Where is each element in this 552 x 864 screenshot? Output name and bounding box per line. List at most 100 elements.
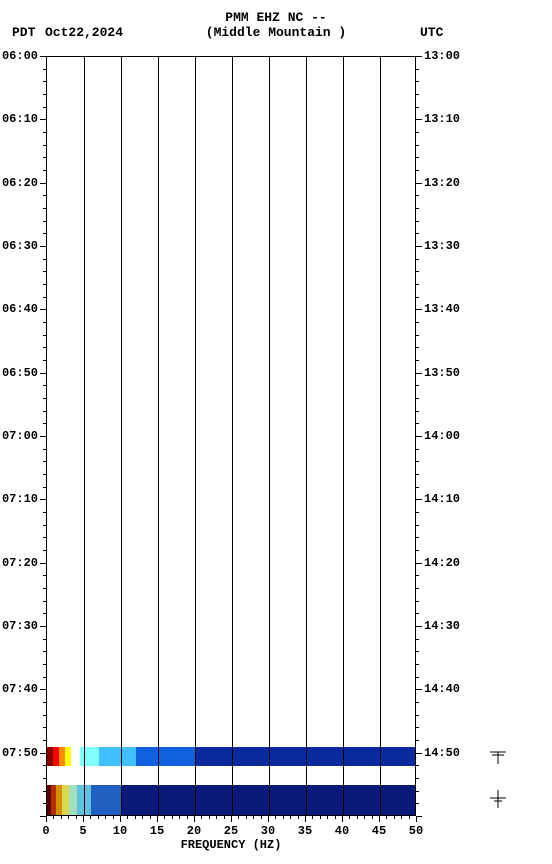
y-right-minor-tick <box>416 69 419 70</box>
x-bottom-tick <box>83 816 84 822</box>
spectrogram-band-segment <box>56 785 62 816</box>
y-right-tick <box>416 626 422 627</box>
x-tick-label: 15 <box>142 824 172 838</box>
y-left-minor-tick <box>43 702 46 703</box>
x-bottom-tick <box>268 816 269 822</box>
y-left-minor-tick <box>43 525 46 526</box>
x-gridline <box>306 57 307 815</box>
y-right-minor-tick <box>416 677 419 678</box>
x-bottom-minor-tick <box>90 816 91 819</box>
x-bottom-minor-tick <box>172 816 173 819</box>
y-left-tick <box>40 119 46 120</box>
y-left-label: 06:50 <box>0 366 38 380</box>
y-left-minor-tick <box>43 271 46 272</box>
y-right-minor-tick <box>416 297 419 298</box>
y-left-minor-tick <box>43 487 46 488</box>
y-left-minor-tick <box>43 677 46 678</box>
y-left-tick <box>40 563 46 564</box>
y-left-label: 06:40 <box>0 302 38 316</box>
y-right-minor-tick <box>416 601 419 602</box>
y-right-minor-tick <box>416 157 419 158</box>
y-right-minor-tick <box>416 765 419 766</box>
x-axis-title: FREQUENCY (HZ) <box>46 838 416 852</box>
y-left-minor-tick <box>43 233 46 234</box>
y-right-minor-tick <box>416 474 419 475</box>
x-tick-label: 10 <box>105 824 135 838</box>
y-right-label: 14:40 <box>424 682 460 696</box>
y-right-minor-tick <box>416 208 419 209</box>
y-left-label: 07:20 <box>0 556 38 570</box>
y-left-minor-tick <box>43 195 46 196</box>
x-bottom-tick <box>379 816 380 822</box>
x-gridline <box>121 57 122 815</box>
x-bottom-minor-tick <box>179 816 180 819</box>
y-left-tick <box>40 56 46 57</box>
y-left-tick <box>40 626 46 627</box>
y-right-minor-tick <box>416 803 419 804</box>
y-left-minor-tick <box>43 284 46 285</box>
y-left-minor-tick <box>43 347 46 348</box>
y-left-minor-tick <box>43 107 46 108</box>
y-left-tick <box>40 373 46 374</box>
y-right-minor-tick <box>416 449 419 450</box>
x-bottom-minor-tick <box>76 816 77 819</box>
y-left-label: 06:20 <box>0 176 38 190</box>
y-left-minor-tick <box>43 715 46 716</box>
x-tick-label: 0 <box>31 824 61 838</box>
y-right-tick <box>416 373 422 374</box>
y-right-minor-tick <box>416 411 419 412</box>
y-left-minor-tick <box>43 740 46 741</box>
y-right-minor-tick <box>416 284 419 285</box>
x-bottom-minor-tick <box>113 816 114 819</box>
y-left-minor-tick <box>43 512 46 513</box>
spectrogram-band-segment <box>47 785 51 816</box>
x-bottom-minor-tick <box>187 816 188 819</box>
y-left-minor-tick <box>43 221 46 222</box>
x-gridline <box>269 57 270 815</box>
y-left-minor-tick <box>43 132 46 133</box>
x-bottom-minor-tick <box>201 816 202 819</box>
y-right-minor-tick <box>416 702 419 703</box>
spectrogram-band-segment <box>65 747 71 766</box>
y-right-minor-tick <box>416 347 419 348</box>
x-tick-label: 50 <box>401 824 431 838</box>
x-gridline <box>158 57 159 815</box>
x-bottom-minor-tick <box>349 816 350 819</box>
y-left-minor-tick <box>43 765 46 766</box>
y-right-minor-tick <box>416 651 419 652</box>
y-right-minor-tick <box>416 664 419 665</box>
y-right-tick <box>416 246 422 247</box>
y-right-minor-tick <box>416 613 419 614</box>
x-bottom-minor-tick <box>142 816 143 819</box>
y-left-minor-tick <box>43 575 46 576</box>
y-left-minor-tick <box>43 664 46 665</box>
y-left-minor-tick <box>43 613 46 614</box>
y-left-minor-tick <box>43 423 46 424</box>
y-right-minor-tick <box>416 322 419 323</box>
y-left-minor-tick <box>43 474 46 475</box>
x-bottom-minor-tick <box>164 816 165 819</box>
y-left-label: 06:10 <box>0 112 38 126</box>
y-right-minor-tick <box>416 639 419 640</box>
y-right-minor-tick <box>416 715 419 716</box>
y-right-tick <box>416 119 422 120</box>
y-left-label: 06:00 <box>0 49 38 63</box>
y-left-tick <box>40 689 46 690</box>
x-gridline <box>195 57 196 815</box>
x-bottom-minor-tick <box>261 816 262 819</box>
tree-north-icon <box>486 744 510 768</box>
x-bottom-minor-tick <box>127 816 128 819</box>
spectrogram-band-segment <box>71 747 81 766</box>
spectrogram-band-segment <box>62 785 69 816</box>
x-tick-label: 30 <box>253 824 283 838</box>
x-bottom-minor-tick <box>53 816 54 819</box>
y-right-minor-tick <box>416 195 419 196</box>
y-left-tick <box>40 499 46 500</box>
spectrogram-band-segment <box>53 747 59 766</box>
y-left-minor-tick <box>43 398 46 399</box>
y-right-label: 14:20 <box>424 556 460 570</box>
x-bottom-minor-tick <box>224 816 225 819</box>
spectrogram-band-segment <box>51 785 55 816</box>
x-bottom-minor-tick <box>61 816 62 819</box>
header-left-tz: PDT <box>12 25 35 40</box>
